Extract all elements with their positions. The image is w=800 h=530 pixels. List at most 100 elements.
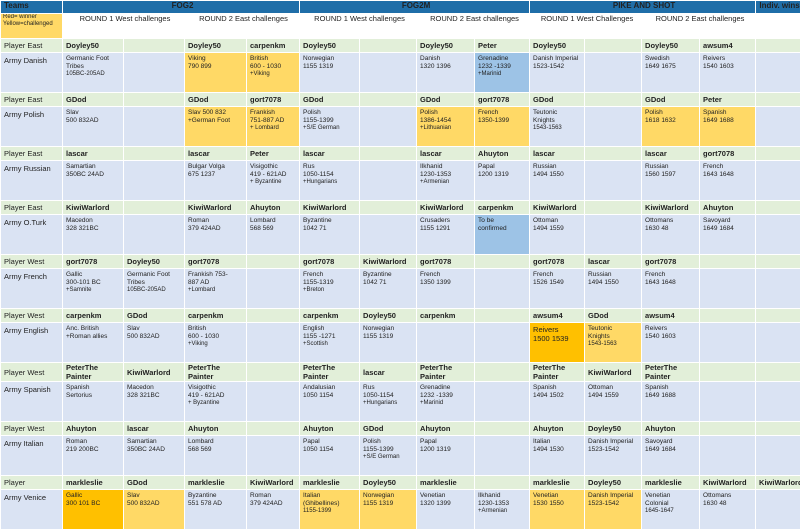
army-line: + Byzantine <box>250 179 299 186</box>
player-label: Player East <box>1 201 63 215</box>
army-line: Ilkhanid <box>420 163 474 171</box>
army-line: 500 832AD <box>127 333 184 341</box>
army-line: 1540 1603 <box>645 333 699 341</box>
army-line: Swedish <box>645 55 699 63</box>
player-name-cell: GDod <box>642 93 700 107</box>
player-name-cell: carpenkm <box>417 309 475 323</box>
army-line: Reivers <box>533 325 584 334</box>
player-name-cell: Doyley50 <box>642 39 700 53</box>
player-name-cell: markleslie <box>300 476 360 490</box>
army-line: +Armenian <box>420 179 474 186</box>
group-header-indiv-wins: Indiv. wins <box>756 1 800 14</box>
army-line: British <box>250 55 299 63</box>
teams-header: Teams <box>1 1 63 14</box>
player-name-cell: lascar <box>417 147 475 161</box>
army-line: 1320 1399 <box>420 500 474 508</box>
army-line: Roman <box>250 492 299 500</box>
player-name-cell: gort7078 <box>300 255 360 269</box>
player-name-cell <box>756 422 800 436</box>
player-name-cell: gort7078 <box>475 93 530 107</box>
army-label: Army Russian <box>1 161 63 201</box>
army-line: Byzantine <box>303 217 359 225</box>
army-cell <box>124 215 185 255</box>
army-cell <box>700 436 756 476</box>
army-line: 1500 1539 <box>533 334 584 343</box>
player-name-cell <box>585 39 642 53</box>
army-line: 1042 71 <box>363 279 416 287</box>
group-header-pike-and-shot: PIKE AND SHOT <box>530 1 756 14</box>
army-line: 1155 -1271 <box>303 333 359 341</box>
player-name-cell: Peter <box>700 93 756 107</box>
player-label: Player <box>1 476 63 490</box>
army-line: 1232 -1339 <box>420 392 474 400</box>
army-line: 887 AD <box>188 279 246 287</box>
player-name-cell: Doyley50 <box>585 476 642 490</box>
player-name-cell <box>124 201 185 215</box>
army-label: Army O.Turk <box>1 215 63 255</box>
army-cell <box>475 436 530 476</box>
army-line: French <box>645 271 699 279</box>
player-name-cell: markleslie <box>63 476 124 490</box>
army-line: 790 899 <box>188 63 246 71</box>
army-cell <box>756 215 800 255</box>
player-name-cell: Doyley50 <box>300 39 360 53</box>
army-cell: Frankish 753-887 AD+Lombard <box>185 269 247 309</box>
army-line: Frankish <box>250 109 299 117</box>
player-name-cell: Ahuyton <box>700 201 756 215</box>
player-name-cell: Doyley50 <box>530 39 585 53</box>
army-cell <box>756 382 800 422</box>
player-name-cell <box>360 39 417 53</box>
player-name-cell <box>247 255 300 269</box>
army-label: Army Danish <box>1 53 63 93</box>
army-line: +Viking <box>250 71 299 78</box>
army-line: +S/E German <box>363 454 416 461</box>
army-line: 1494 1550 <box>533 171 584 179</box>
player-name-cell: GDod <box>124 476 185 490</box>
army-line: 1155 1291 <box>420 225 474 233</box>
player-name-cell <box>360 147 417 161</box>
player-name-cell <box>475 363 530 382</box>
player-name-cell <box>360 201 417 215</box>
army-line: Ottomans <box>645 217 699 225</box>
army-line: Viking <box>188 55 246 63</box>
army-cell <box>247 436 300 476</box>
army-line: Lombard <box>188 438 246 446</box>
player-name-cell <box>756 255 800 269</box>
player-name-cell: PeterThe Painter <box>300 363 360 382</box>
round-header: ROUND 2 East challenges <box>642 14 756 39</box>
army-line: Gallic <box>66 271 123 279</box>
player-name-cell: Doyley50 <box>124 255 185 269</box>
player-label: Player West <box>1 255 63 269</box>
army-line: 551 578 AD <box>188 500 246 508</box>
player-name-cell <box>585 93 642 107</box>
army-label: Army English <box>1 323 63 363</box>
player-name-cell: PeterThe Painter <box>63 363 124 382</box>
